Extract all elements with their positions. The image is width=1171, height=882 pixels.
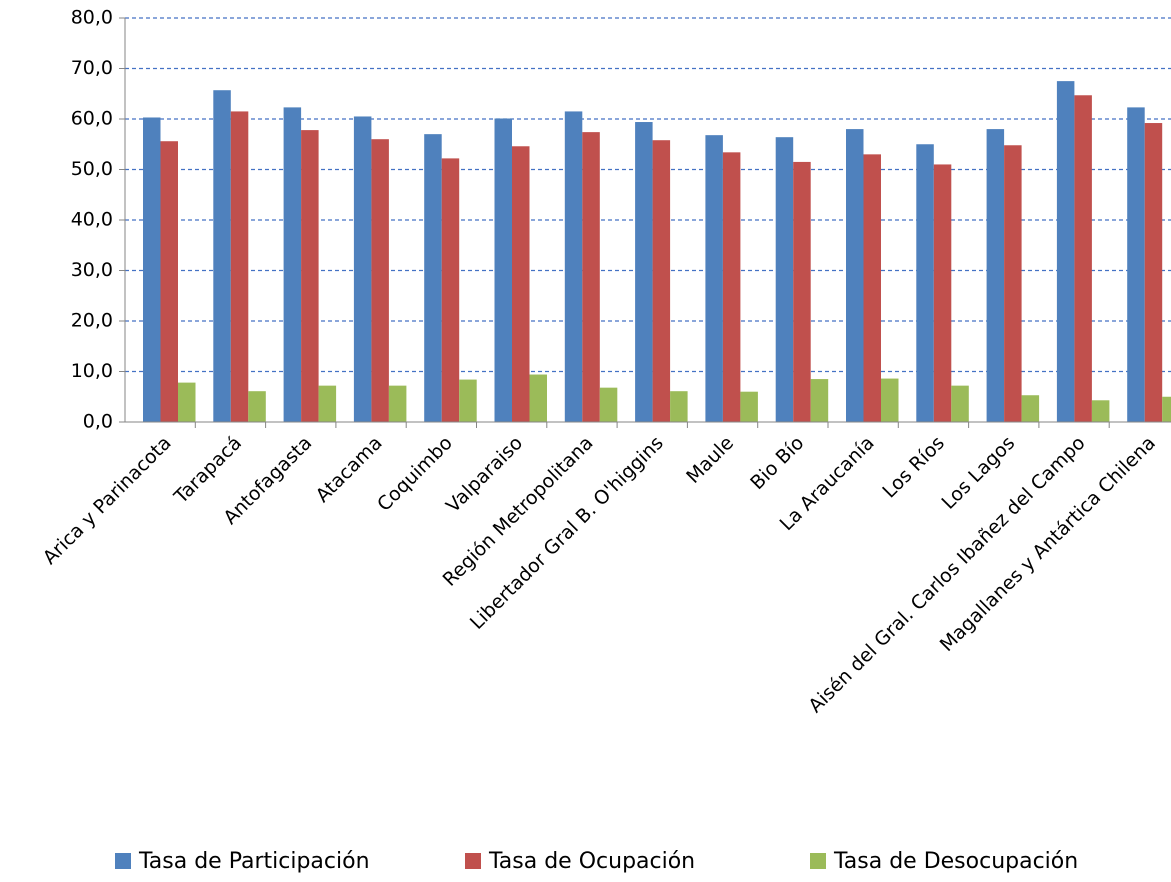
bar bbox=[933, 164, 952, 422]
bar bbox=[213, 90, 231, 422]
bar bbox=[1004, 145, 1022, 422]
bar bbox=[705, 135, 723, 422]
bar bbox=[248, 391, 266, 422]
legend-label: Tasa de Ocupación bbox=[488, 849, 695, 874]
bar bbox=[230, 111, 249, 423]
bar bbox=[1074, 95, 1092, 422]
legend-swatch bbox=[115, 853, 131, 869]
y-tick-label: 60,0 bbox=[71, 108, 113, 130]
y-tick-label: 40,0 bbox=[71, 209, 113, 231]
bar bbox=[863, 154, 881, 422]
bar bbox=[652, 140, 671, 422]
bar bbox=[318, 385, 337, 422]
bar bbox=[371, 139, 389, 422]
bar bbox=[388, 385, 407, 422]
bar bbox=[1056, 81, 1075, 422]
y-tick-label: 30,0 bbox=[71, 259, 113, 281]
x-tick-label: Bio Bío bbox=[746, 432, 808, 494]
bar bbox=[722, 152, 741, 422]
bar bbox=[283, 107, 302, 422]
bar bbox=[916, 144, 934, 422]
bar bbox=[441, 158, 460, 422]
bar bbox=[1127, 107, 1145, 422]
bar bbox=[775, 137, 794, 422]
legend-swatch bbox=[810, 853, 826, 869]
bar bbox=[512, 146, 530, 422]
bar bbox=[582, 132, 600, 422]
bar bbox=[740, 391, 758, 422]
y-tick-label: 50,0 bbox=[71, 158, 113, 180]
y-tick-label: 20,0 bbox=[71, 310, 113, 332]
bar bbox=[846, 129, 864, 422]
bar bbox=[1021, 395, 1040, 422]
bar bbox=[459, 379, 477, 422]
bar bbox=[1091, 400, 1110, 422]
legend-swatch bbox=[465, 853, 481, 869]
bar bbox=[635, 122, 653, 422]
bar bbox=[178, 382, 196, 422]
bar bbox=[810, 379, 829, 422]
bar bbox=[951, 385, 969, 422]
x-tick-label: Los Ríos bbox=[878, 432, 949, 503]
bar bbox=[424, 134, 442, 422]
y-tick-label: 70,0 bbox=[71, 57, 113, 79]
bar bbox=[1162, 396, 1171, 422]
bar bbox=[160, 141, 178, 422]
y-tick-label: 0,0 bbox=[83, 411, 113, 433]
bar bbox=[353, 116, 372, 422]
legend-label: Tasa de Participación bbox=[138, 849, 370, 874]
bar bbox=[986, 129, 1005, 422]
bar bbox=[670, 391, 688, 422]
bar bbox=[599, 387, 618, 422]
bar bbox=[881, 378, 899, 422]
y-tick-label: 10,0 bbox=[71, 360, 113, 382]
bar bbox=[494, 118, 512, 423]
bar bbox=[1144, 123, 1163, 422]
bar bbox=[301, 130, 319, 423]
legend-label: Tasa de Desocupación bbox=[833, 849, 1078, 874]
x-tick-label: Atacama bbox=[312, 432, 387, 507]
x-tick-label: Maule bbox=[682, 432, 738, 488]
bar bbox=[143, 117, 161, 423]
y-tick-label: 80,0 bbox=[71, 7, 113, 29]
bar bbox=[564, 111, 583, 423]
bar bbox=[793, 161, 811, 423]
x-tick-label: Arica y Parinacota bbox=[39, 432, 176, 569]
bar bbox=[529, 374, 547, 422]
